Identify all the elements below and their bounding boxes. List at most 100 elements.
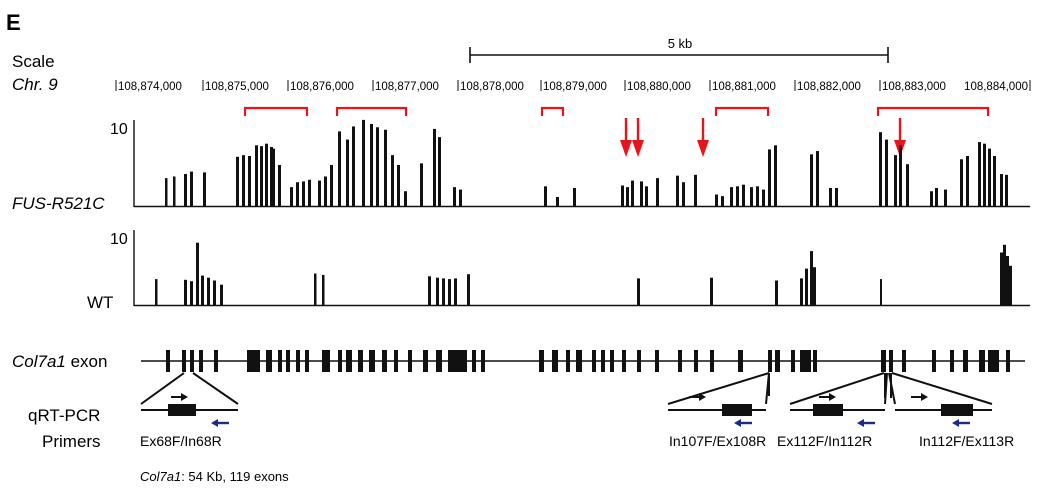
primer-diagrams — [140, 372, 993, 427]
coverage-bar — [656, 178, 659, 206]
exon — [247, 350, 260, 372]
track-fus-r521c: 10 FUS-R521C — [12, 119, 1030, 213]
coverage-bar — [1009, 265, 1012, 305]
coordinate-tick-label: 108,878,000 — [460, 81, 524, 93]
coverage-bar — [879, 132, 882, 206]
coverage-bar — [220, 284, 223, 305]
coverage-bar — [640, 181, 643, 206]
arrow-head — [632, 140, 644, 157]
coordinate-tick-label: 108,877,000 — [375, 81, 439, 93]
exon — [296, 350, 300, 372]
exon — [576, 350, 582, 372]
primers-label-line1: qRT-PCR — [28, 406, 100, 425]
exon — [775, 350, 780, 372]
coordinate-tick-label: 108,884,000 — [964, 81, 1028, 93]
coverage-bar — [296, 182, 299, 206]
coverage-bar — [236, 156, 239, 206]
coverage-bar — [637, 278, 640, 305]
coverage-bar — [165, 178, 168, 206]
track-wt: 10 WT — [87, 230, 1030, 312]
coverage-bar — [894, 155, 897, 206]
exon — [539, 350, 544, 372]
coverage-bar — [184, 279, 187, 305]
exon-blocks — [166, 350, 1010, 372]
primer-exon-block — [722, 404, 752, 416]
zoom-line — [789, 372, 885, 405]
coordinate-tick-label: 108,883,000 — [882, 81, 946, 93]
zoom-line — [667, 372, 770, 405]
coverage-bar — [966, 155, 969, 206]
annotation-layer — [243, 106, 990, 157]
exon — [768, 350, 772, 372]
forward-primer-arrowhead — [181, 393, 188, 401]
coverage-bars — [165, 119, 1008, 206]
coverage-bar — [322, 274, 325, 305]
panel-letter: E — [6, 10, 21, 35]
exon — [979, 350, 985, 372]
exon — [637, 350, 641, 372]
primer-exon-block — [813, 404, 843, 416]
coverage-bar — [438, 137, 441, 206]
exon — [408, 350, 412, 372]
exon — [166, 350, 170, 372]
coverage-bar — [694, 174, 697, 206]
exon — [199, 350, 203, 372]
coverage-bar — [362, 119, 365, 206]
exon — [278, 350, 282, 372]
reverse-primer-arrowhead — [211, 419, 218, 427]
coverage-bar — [944, 189, 947, 206]
coverage-bar — [556, 196, 559, 206]
coverage-bar — [750, 187, 753, 206]
reverse-primer-arrowhead — [952, 419, 959, 427]
coverage-bar — [290, 187, 293, 206]
gene-label: Col7a1 exon — [12, 352, 107, 371]
coverage-bar — [631, 180, 634, 206]
reverse-primer-arrowhead — [857, 419, 864, 427]
coordinate-ticks: 108,874,000 108,875,000 108,876,000 108,877… — [115, 80, 1031, 93]
coverage-bar — [433, 128, 436, 206]
coverage-bar — [774, 145, 777, 206]
coverage-bar — [318, 180, 321, 206]
coverage-bar — [184, 174, 187, 206]
coverage-bar — [978, 142, 981, 206]
coverage-bar — [376, 127, 379, 206]
coverage-bar — [308, 179, 311, 206]
coverage-bar — [314, 273, 317, 305]
track-label: WT — [87, 293, 113, 312]
exon — [338, 350, 342, 372]
coverage-bar — [242, 155, 245, 206]
exon — [592, 350, 596, 372]
coverage-bar — [448, 279, 451, 305]
scale-bar — [469, 47, 889, 63]
primer-pair-label: In112F/Ex113R — [919, 433, 1014, 449]
zoom-line — [192, 372, 239, 405]
primer-exon-block — [941, 404, 973, 416]
exon — [214, 350, 218, 372]
coverage-bar — [459, 189, 462, 206]
chromosome-label: Chr. 9 — [12, 75, 58, 94]
coordinate-tick-label: 108,874,000 — [118, 81, 182, 93]
coverage-bar — [265, 143, 268, 206]
coverage-bar — [330, 165, 333, 206]
coordinate-tick-label: 108,882,000 — [797, 81, 861, 93]
coordinate-tick-label: 108,875,000 — [205, 81, 269, 93]
coverage-bar — [370, 124, 373, 206]
coverage-bar — [930, 191, 933, 206]
gene-name: Col7a1 — [12, 352, 66, 371]
coverage-bar — [190, 171, 193, 206]
exon — [182, 350, 186, 372]
primer-pair-label: In107F/Ex108R — [669, 433, 766, 449]
exon — [1006, 350, 1010, 372]
exon — [622, 350, 626, 372]
coverage-bar — [1003, 244, 1006, 305]
coverage-bar — [155, 279, 158, 305]
coverage-bar — [190, 281, 193, 305]
coverage-bar — [270, 146, 273, 206]
exon — [610, 350, 614, 372]
coverage-bars — [155, 242, 1012, 305]
gene-summary: Col7a1: 54 Kb, 119 exons — [140, 469, 289, 484]
exon — [286, 350, 290, 372]
scale-label: Scale — [12, 52, 55, 71]
coverage-bar — [768, 149, 771, 206]
